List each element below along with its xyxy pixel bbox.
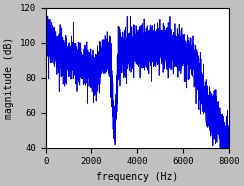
X-axis label: frequency (Hz): frequency (Hz): [96, 172, 178, 182]
Y-axis label: magnitude (dB): magnitude (dB): [4, 36, 14, 119]
